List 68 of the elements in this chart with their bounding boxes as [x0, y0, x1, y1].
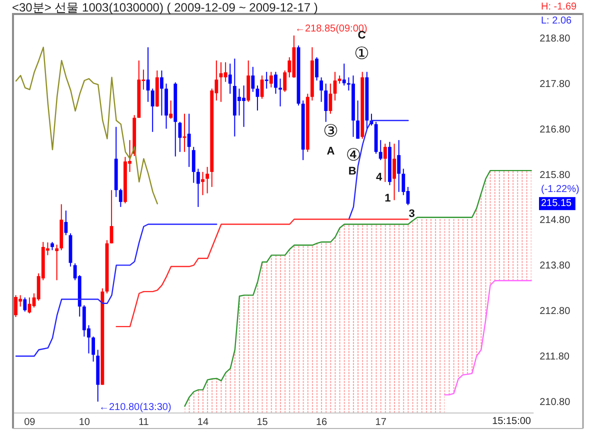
annotation: 4 — [376, 171, 383, 184]
candlestick — [160, 70, 164, 116]
x-tick-label: 11 — [138, 417, 150, 428]
candlestick — [228, 63, 232, 94]
annotation: ←210.80(13:30) — [99, 402, 172, 413]
y-tick-label: 213.80 — [540, 260, 571, 272]
annotation: A — [326, 146, 335, 158]
chart-title: <30분> 선물 1003(1030000) ( 2009-12-09 ~ 2009-12-17 ) — [12, 0, 318, 14]
candlestick — [182, 113, 186, 152]
candlestick — [178, 121, 182, 152]
candlestick — [274, 71, 278, 94]
candlestick — [356, 100, 360, 140]
text: L: 2.06 — [541, 16, 572, 26]
text: (-1.22%) — [541, 184, 580, 195]
candlestick — [269, 71, 273, 88]
candlestick — [256, 85, 260, 112]
x-tick-label: 10 — [78, 417, 90, 428]
candlestick — [118, 188, 122, 208]
line-series — [15, 46, 158, 204]
y-tick-label: 212.80 — [540, 306, 571, 318]
candlestick — [64, 210, 68, 236]
candlestick — [383, 143, 387, 182]
annotation: ④ — [346, 146, 362, 164]
candlestick — [251, 66, 255, 92]
annotation: 3 — [408, 208, 415, 220]
candlestick — [92, 336, 96, 362]
candlestick — [196, 168, 200, 208]
candlestick — [324, 83, 328, 122]
candlestick — [187, 113, 191, 168]
annotation: ③ — [323, 122, 338, 140]
x-tick-label: 15 — [256, 417, 268, 428]
candlestick — [224, 62, 228, 82]
annotation: ① — [354, 44, 370, 63]
x-tick-label: 14 — [197, 417, 209, 428]
candlestick — [23, 296, 27, 312]
candlestick — [342, 63, 346, 86]
y-tick-label: 211.80 — [540, 352, 570, 363]
candlestick — [28, 296, 32, 314]
text: H: -1.69 — [541, 2, 578, 12]
candlestick — [320, 76, 324, 102]
y-tick-label: 216.80 — [540, 124, 571, 136]
candlestick — [169, 100, 173, 120]
candlestick — [55, 244, 59, 281]
candlestick — [283, 70, 287, 92]
x-tick-label: 09 — [24, 417, 36, 428]
text: 15:15:00 — [492, 416, 532, 427]
candlestick — [192, 146, 196, 184]
line-series — [116, 218, 409, 328]
candlestick — [315, 56, 318, 81]
y-tick-label: 218.80 — [540, 33, 571, 44]
candlestick — [378, 140, 382, 161]
candlestick — [201, 171, 204, 196]
candlestick — [206, 166, 210, 194]
y-tick-label: 215.80 — [540, 170, 571, 181]
price-tag: 215.15 — [539, 197, 576, 210]
line-series — [444, 280, 532, 396]
y-tick-label: 214.80 — [540, 215, 571, 226]
candlestick — [150, 88, 154, 132]
annotation: B — [348, 166, 356, 178]
candlestick — [264, 71, 268, 90]
annotation: 1 — [384, 192, 391, 204]
y-tick-label: 210.80 — [540, 397, 571, 408]
y-tick-label: 217.80 — [540, 78, 571, 90]
x-tick-label: 17 — [375, 417, 387, 428]
x-tick-label: 16 — [316, 417, 328, 428]
candlestick — [392, 143, 396, 201]
candlestick — [328, 83, 332, 114]
candlestick — [397, 140, 401, 192]
